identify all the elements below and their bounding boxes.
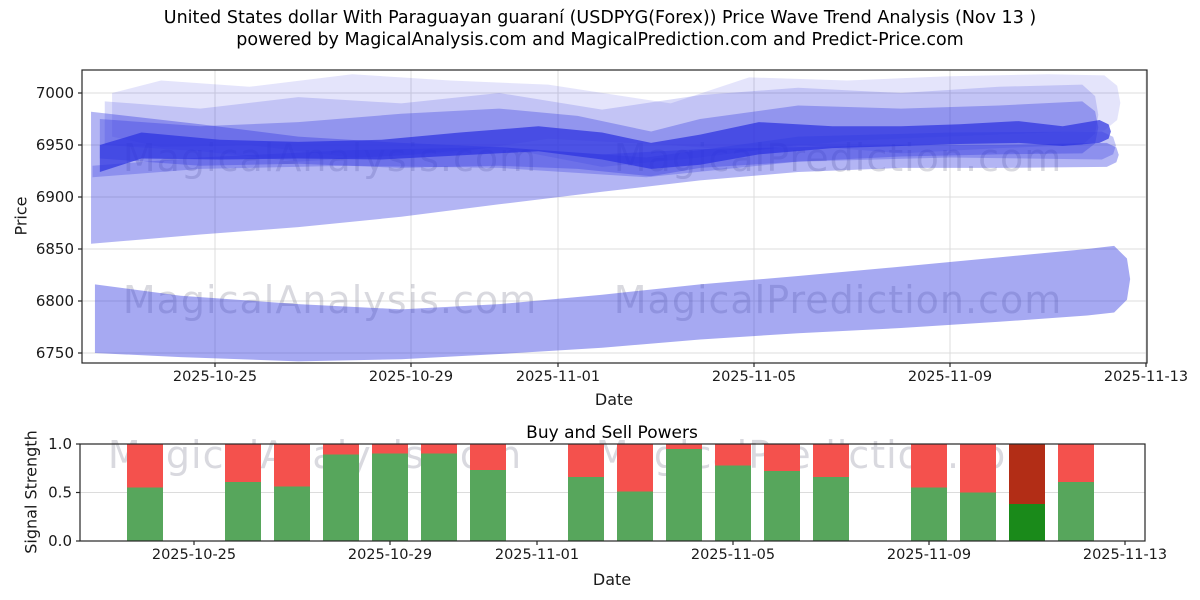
sell-bar-segment — [568, 444, 604, 477]
sell-bar-segment — [960, 444, 996, 493]
sell-bar-segment — [225, 444, 261, 482]
price-tick-label: 6750 — [36, 344, 74, 362]
price-tick-label: 6900 — [36, 188, 74, 206]
date-tick-label: 2025-11-01 — [516, 369, 600, 385]
buy-bar-segment — [127, 487, 163, 541]
wave-bands — [91, 74, 1131, 362]
date-tick-label: 2025-11-13 — [1104, 369, 1188, 385]
wave-band — [99, 120, 1111, 173]
sell-bar-segment — [617, 444, 653, 492]
signal-tick-label: 1.0 — [48, 435, 72, 453]
buy-bar-segment — [225, 481, 261, 541]
chart-title: United States dollar With Paraguayan gua… — [0, 7, 1200, 51]
chart-title-line1: United States dollar With Paraguayan gua… — [163, 8, 1037, 28]
price-chart-date-axis-label: Date — [594, 390, 634, 409]
date-tick-label: 2025-11-01 — [495, 547, 579, 563]
date-tick-label: 2025-10-29 — [369, 369, 453, 385]
watermark-text: MagicalAnalysis.com — [123, 278, 537, 322]
price-tick-label: 6800 — [36, 292, 74, 310]
price-axis-label: Price — [11, 196, 31, 236]
buy-bar-segment — [323, 454, 359, 541]
sell-bar-segment — [372, 444, 408, 454]
sell-bar-segment — [813, 444, 849, 477]
chart-title-line2: powered by MagicalAnalysis.com and Magic… — [236, 30, 964, 50]
buy-bar-segment — [911, 487, 947, 541]
buy-bar-segment — [666, 448, 702, 541]
buy-bar-segment — [764, 471, 800, 541]
date-tick-label: 2025-10-25 — [152, 547, 236, 563]
signal-tick-label: 0.0 — [48, 532, 72, 550]
watermark-text: MagicalPrediction.com — [614, 278, 1063, 322]
buy-bar-segment — [715, 465, 751, 541]
buy-bar-segment — [470, 470, 506, 541]
sell-bar-segment — [323, 444, 359, 455]
sell-bar-segment — [715, 444, 751, 466]
sell-bar-segment — [470, 444, 506, 471]
buy-bar-segment — [1009, 504, 1045, 541]
buy-bar-segment — [960, 492, 996, 541]
buy-bar-segment — [421, 453, 457, 541]
sell-bar-segment — [274, 444, 310, 487]
price-tick-label: 7000 — [36, 84, 74, 102]
price-tick-label: 6850 — [36, 240, 74, 258]
price-chart-frame — [81, 69, 1148, 364]
wave-band — [94, 245, 1131, 362]
buy-bar-segment — [1058, 481, 1094, 541]
date-tick-label: 2025-11-09 — [887, 547, 971, 563]
date-tick-label: 2025-11-05 — [712, 369, 796, 385]
tick-marks-and-labels: 6750 6800 6850 6900 6950 7000 2025-10-25 2025-1… — [36, 84, 1188, 563]
date-tick-label: 2025-10-29 — [348, 547, 432, 563]
signal-tick-label: 0.5 — [48, 484, 72, 502]
sell-bar-segment — [1058, 444, 1094, 482]
signal-bars — [127, 444, 1094, 541]
date-tick-label: 2025-10-25 — [173, 369, 257, 385]
sell-bar-segment — [666, 444, 702, 449]
signal-strength-axis-label: Signal Strength — [21, 430, 41, 554]
buy-bar-segment — [813, 476, 849, 541]
sell-bar-segment — [421, 444, 457, 454]
sell-bar-segment — [127, 444, 163, 488]
buy-bar-segment — [274, 486, 310, 541]
price-tick-label: 6950 — [36, 136, 74, 154]
signal-chart-date-axis-label: Date — [592, 570, 632, 589]
buy-bar-segment — [617, 491, 653, 541]
sell-bar-segment — [764, 444, 800, 472]
date-tick-label: 2025-11-05 — [691, 547, 775, 563]
buy-bar-segment — [372, 453, 408, 541]
buy-bar-segment — [568, 476, 604, 541]
date-tick-label: 2025-11-13 — [1083, 547, 1167, 563]
signal-chart-title: Buy and Sell Powers — [526, 423, 698, 443]
sell-bar-segment — [1009, 444, 1045, 505]
sell-bar-segment — [911, 444, 947, 488]
date-tick-label: 2025-11-09 — [908, 369, 992, 385]
